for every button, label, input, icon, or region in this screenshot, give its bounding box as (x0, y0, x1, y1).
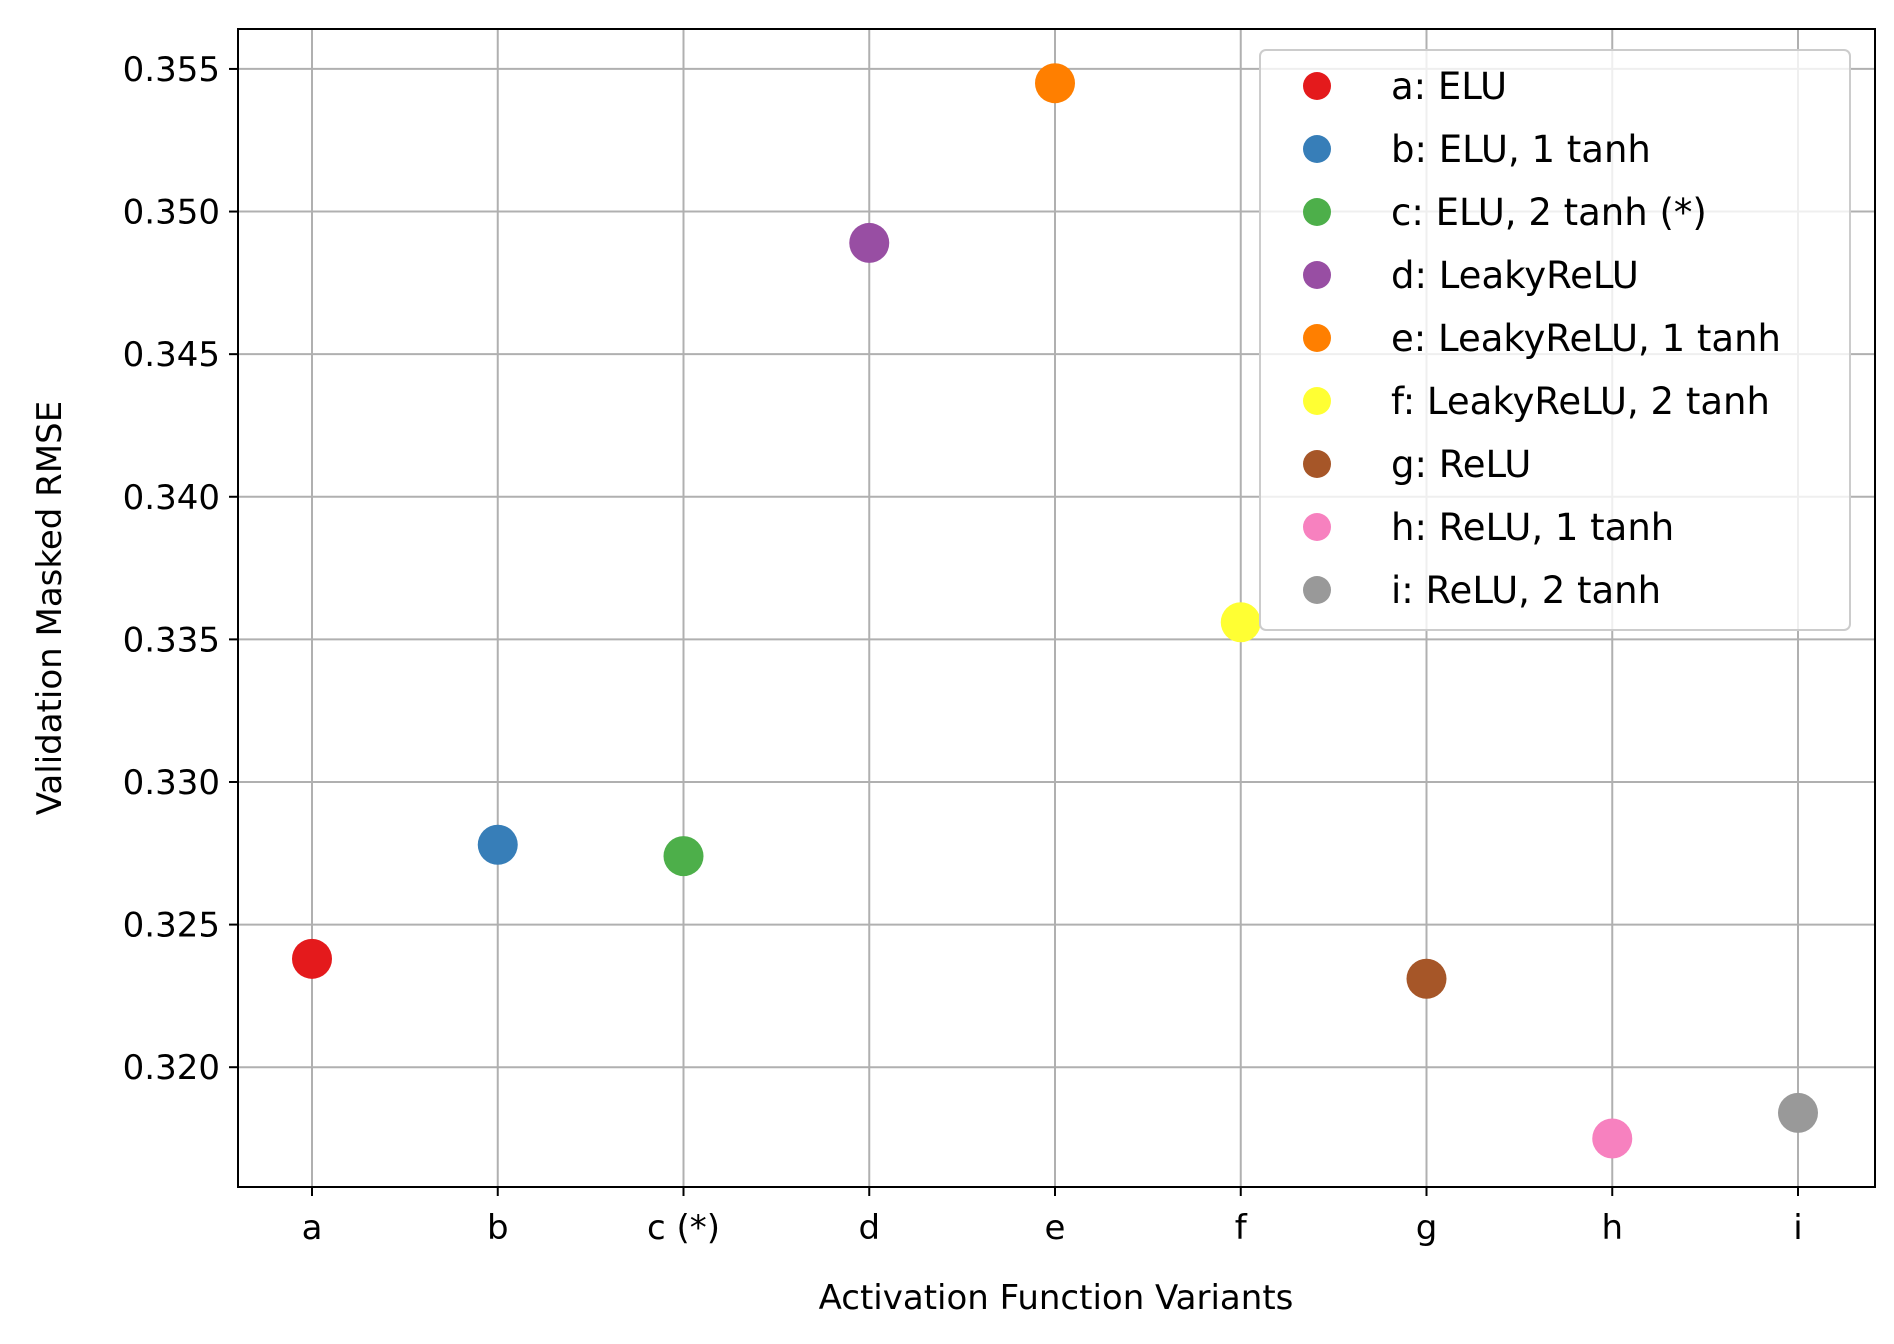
x-tick-label: c (*) (647, 1208, 720, 1248)
data-point (849, 222, 890, 263)
data-points (292, 63, 1818, 1159)
y-tick-label: 0.325 (123, 906, 220, 946)
data-point (1220, 602, 1261, 643)
y-tick-label: 0.345 (123, 335, 220, 375)
x-tick-label: b (487, 1208, 509, 1248)
legend-entry-label: e: LeakyReLU, 1 tanh (1391, 317, 1781, 360)
y-tick-label: 0.320 (123, 1048, 220, 1088)
legend-entry-label: g: ReLU (1391, 443, 1531, 486)
legend-entry-label: c: ELU, 2 tanh (*) (1391, 191, 1707, 234)
legend-entry-label: f: LeakyReLU, 2 tanh (1391, 380, 1770, 423)
y-tick-label: 0.330 (123, 763, 220, 803)
data-point (292, 938, 332, 979)
legend-marker (1303, 513, 1331, 541)
data-point (1778, 1092, 1818, 1133)
data-point (663, 836, 704, 877)
legend: a: ELU b: ELU, 1 tanh c: ELU, 2 tanh (*) d:… (1259, 49, 1851, 631)
x-tick-label: e (1045, 1208, 1066, 1248)
x-tick-label: g (1416, 1208, 1438, 1248)
legend-marker (1303, 135, 1331, 163)
x-tick-label: i (1793, 1208, 1802, 1248)
y-tick-label: 0.355 (123, 50, 220, 90)
legend-entry-label: a: ELU (1391, 65, 1507, 108)
legend-entry-label: d: LeakyReLU (1391, 254, 1639, 297)
x-tick-label: d (858, 1208, 880, 1248)
y-axis-label: Validation Masked RMSE (30, 401, 70, 815)
y-tick-label: 0.340 (123, 478, 220, 518)
legend-marker (1303, 450, 1331, 478)
legend-marker (1303, 324, 1331, 352)
legend-box (1259, 49, 1851, 631)
plot-frame (237, 28, 1876, 1188)
legend-entry-label: i: ReLU, 2 tanh (1391, 569, 1661, 612)
data-point (1406, 958, 1447, 999)
y-axis-ticks: 0.320 0.325 0.330 0.335 0.340 0.345 0.350 0.355 (123, 50, 238, 1088)
x-axis-label: Activation Function Variants (819, 1278, 1294, 1318)
y-tick-label: 0.335 (123, 620, 220, 660)
x-tick-label: h (1601, 1208, 1623, 1248)
x-tick-label: a (302, 1208, 323, 1248)
y-tick-label: 0.350 (123, 193, 220, 233)
data-point (477, 824, 518, 865)
x-axis-ticks: a b c (*) d e f g h i (302, 1187, 1803, 1248)
data-point (1592, 1118, 1633, 1159)
data-point (1035, 63, 1075, 104)
legend-marker (1303, 387, 1331, 415)
legend-marker (1303, 198, 1331, 226)
legend-entry-label: h: ReLU, 1 tanh (1391, 506, 1674, 549)
legend-marker (1303, 261, 1331, 289)
legend-marker (1303, 72, 1331, 100)
legend-entry-label: b: ELU, 1 tanh (1391, 128, 1651, 171)
x-tick-label: f (1235, 1208, 1248, 1248)
legend-marker (1303, 576, 1331, 604)
